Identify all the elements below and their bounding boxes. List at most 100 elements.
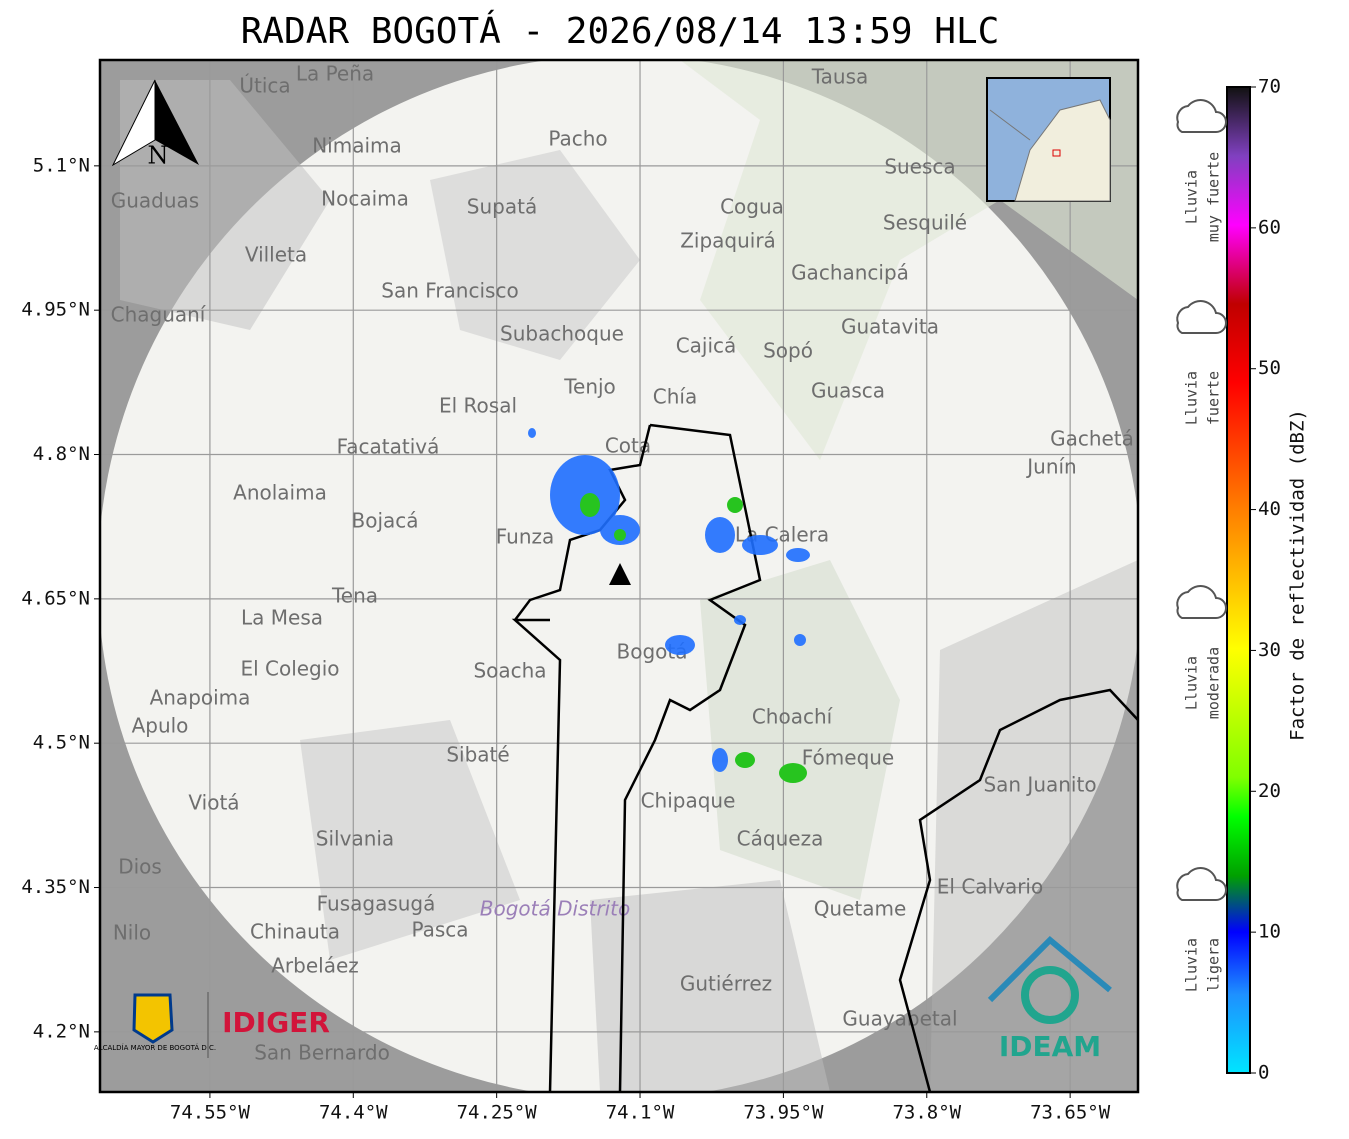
alcaldia-logo: ALCALDÍA MAYOR DE BOGOTÁ D.C. [94,1043,216,1052]
place-label: Cáqueza [737,827,824,851]
place-label: Gachetá [1050,427,1134,451]
inset-map [986,77,1111,202]
place-label: Cogua [720,195,784,219]
place-label: Chinauta [250,920,340,944]
place-label: La Peña [296,62,374,86]
lat-tick-label: 4.65°N [21,587,90,609]
rain-icon [1176,867,1227,901]
place-label: Tena [331,584,378,608]
lat-tick-label: 4.5°N [33,732,90,754]
place-label: Villeta [245,243,307,267]
place-label: Nimaima [312,134,402,158]
place-label: Anolaima [233,481,327,505]
place-label: Soacha [473,659,546,683]
place-label: Guasca [811,379,885,403]
place-label: Fómeque [802,746,895,770]
place-label: El Colegio [240,657,339,681]
colorbar-tick-label: 40 [1258,498,1281,520]
place-label: Arbeláez [271,954,359,978]
colorbar-tick-label: 0 [1258,1062,1269,1084]
place-label: Choachí [752,705,834,729]
place-label: El Calvario [937,875,1043,899]
logos: ALCALDÍA MAYOR DE BOGOTÁ D.C. IDIGER IDE… [94,935,1112,1063]
lat-tick-label: 4.35°N [21,876,90,898]
rain-category-label: Lluvia [1183,938,1201,992]
lon-tick-label: 73.65°W [1030,1102,1111,1124]
place-label: La Mesa [241,606,323,630]
idiger-logo: IDIGER [222,1006,330,1039]
place-label: Sibaté [446,743,509,767]
ideam-logo: IDEAM [999,1030,1101,1063]
rain-category-label: fuerte [1205,371,1223,425]
rain-icon [1176,300,1227,334]
place-label: Guayabetal [842,1007,957,1031]
place-label: Chía [653,385,697,409]
north-arrow: N [111,79,199,170]
place-label: Facatativá [337,435,440,459]
place-label: Cajicá [676,334,737,358]
rain-icon [1176,99,1227,133]
lat-tick-label: 5.1°N [33,154,90,176]
north-label: N [148,142,169,170]
colorbar: 0 10 20 30 40 50 60 70 Factor de reflectividad (… [1176,76,1309,1084]
lon-tick-label: 74.4°W [319,1102,388,1124]
place-label: Bojacá [351,509,418,533]
place-label: Viotá [188,791,239,815]
rain-category-label: Lluvia [1183,170,1201,224]
colorbar-label: Factor de reflectividad (dBZ) [1287,409,1309,741]
colorbar-tick-label: 50 [1258,357,1281,379]
place-label: Útica [239,74,290,98]
place-label: Funza [496,525,555,549]
colorbar-tick-label: 70 [1258,76,1281,98]
place-label: Tausa [811,65,869,89]
place-label: Guatavita [841,315,939,339]
place-label: Nocaima [321,187,409,211]
place-label: Chaguaní [111,303,207,327]
lat-tick-label: 4.8°N [33,443,90,465]
lon-tick-label: 73.95°W [743,1102,824,1124]
place-label: Pacho [548,127,607,151]
lat-tick-label: 4.95°N [21,299,90,321]
rain-category-label: ligera [1205,938,1223,992]
place-label: Gutiérrez [680,972,772,996]
lon-tick-label: 74.55°W [170,1102,251,1124]
place-label: Suesca [884,155,955,179]
lat-tick-label: 4.2°N [33,1020,90,1042]
place-label: Silvania [316,827,394,851]
rain-icon [1176,585,1227,619]
place-label: Zipaquirá [680,229,776,253]
lon-tick-label: 73.8°W [892,1102,961,1124]
place-label: San Bernardo [254,1041,390,1065]
place-label: El Rosal [439,394,517,418]
colorbar-tick-label: 20 [1258,780,1281,802]
place-label: Nilo [113,921,151,945]
place-label: Apulo [132,714,189,738]
colorbar-tick-label: 10 [1258,921,1281,943]
lon-tick-label: 74.1°W [606,1102,675,1124]
rain-category-label: moderada [1205,647,1223,719]
place-label: Gachancipá [791,261,909,285]
title: RADAR BOGOTÁ - 2026/08/14 13:59 HLC [241,10,1000,52]
place-label: San Francisco [381,279,518,303]
place-label: Subachoque [500,322,624,346]
rain-category-label: Lluvia [1183,371,1201,425]
place-label: Tenjo [563,375,616,399]
place-label: Anapoima [150,686,251,710]
place-label: Quetame [814,897,907,921]
place-label: Sopó [763,339,813,363]
place-label: Chipaque [641,789,736,813]
place-label: Pasca [411,918,468,942]
place-label: San Juanito [983,773,1096,797]
place-label: Guaduas [111,189,199,213]
place-label: Junín [1025,455,1076,479]
rain-category-label: Lluvia [1183,656,1201,710]
rain-category-label: muy fuerte [1205,152,1223,242]
place-label: Supatá [467,195,537,219]
colorbar-tick-label: 60 [1258,216,1281,238]
place-label: Dios [118,855,162,879]
place-label: Fusagasugá [317,892,436,916]
colorbar-tick-label: 30 [1258,639,1281,661]
